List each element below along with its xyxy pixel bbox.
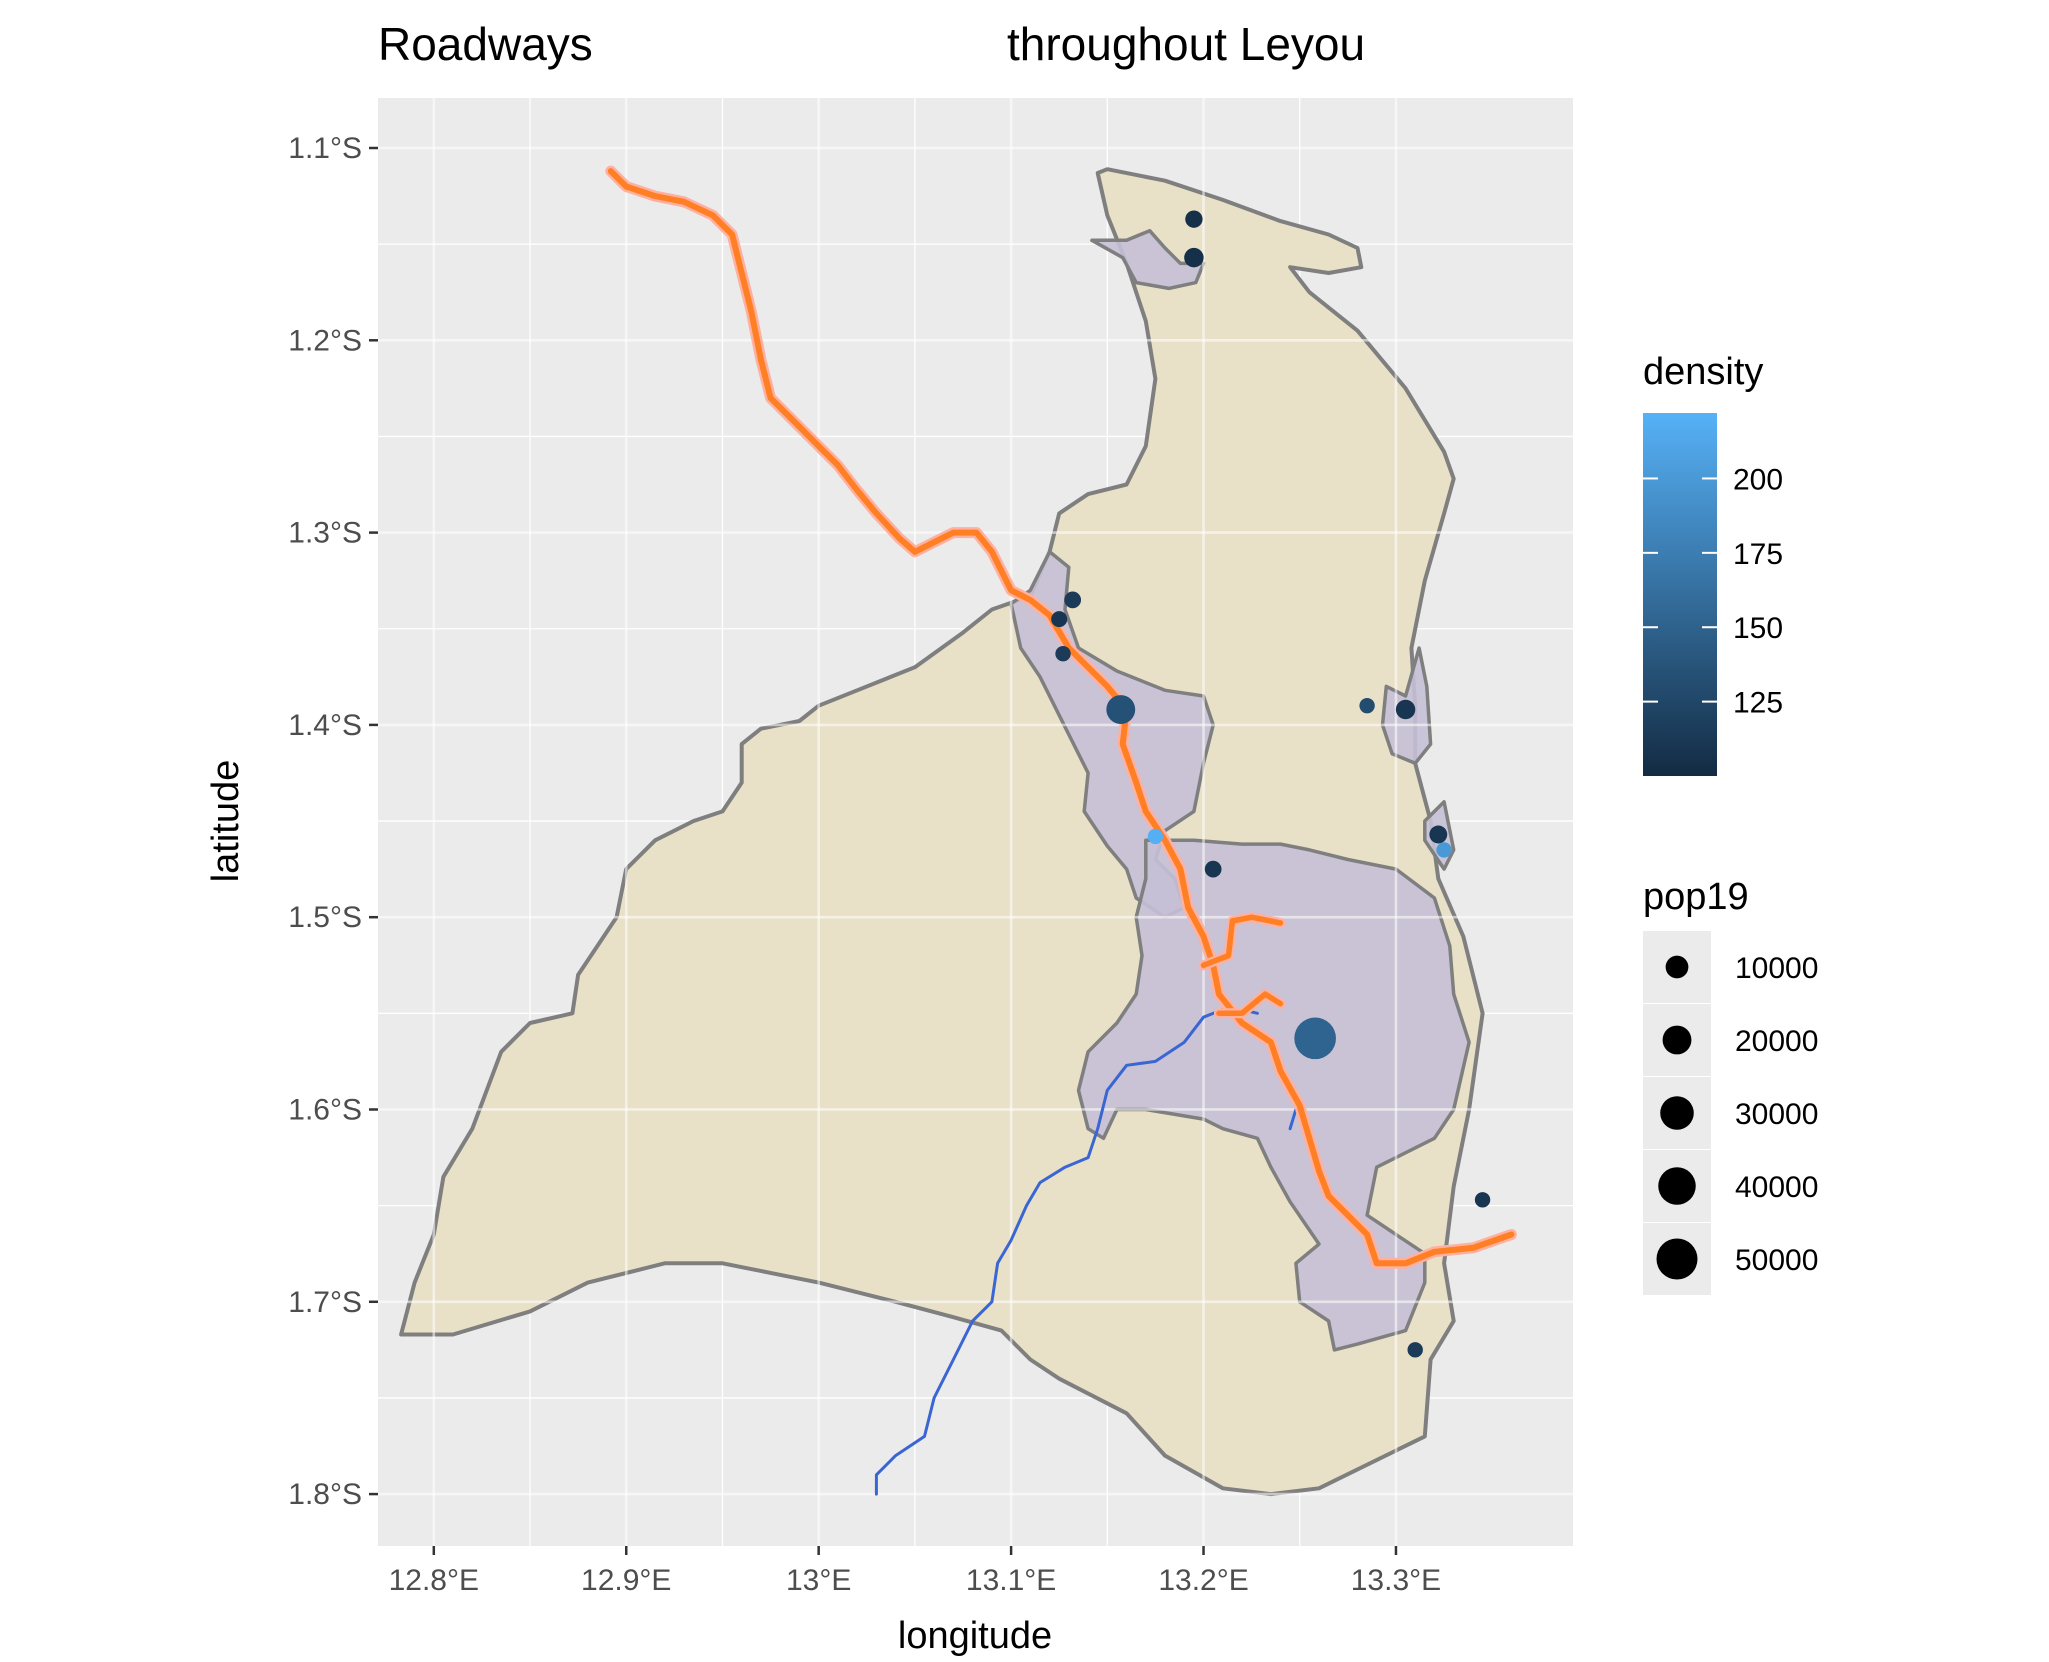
settlement-point [1147, 828, 1164, 845]
pop19-legend-items: 10000 20000 30000 40000 50000 [1643, 931, 1818, 1295]
settlement-point [1436, 842, 1452, 858]
x-tick-label: 13.1°E [966, 1564, 1056, 1597]
pop19-legend-label: 20000 [1735, 1025, 1818, 1058]
district-layer [399, 167, 1485, 1497]
y-tick-label: 1.5°S [288, 901, 362, 934]
y-tick-label: 1.8°S [288, 1478, 362, 1511]
density-tick-label: 200 [1733, 463, 1783, 496]
primary-road-spur [1200, 914, 1284, 969]
district-boundary [399, 167, 1485, 1497]
x-axis-title: longitude [898, 1615, 1052, 1657]
y-tick-label: 1.2°S [288, 324, 362, 357]
y-tick-label: 1.4°S [288, 709, 362, 742]
density-tick-label: 175 [1733, 538, 1783, 571]
settlement-point [1407, 1342, 1423, 1358]
title-left: Roadways [378, 18, 593, 70]
settlement-point [1474, 1192, 1491, 1208]
pop19-legend-label: 50000 [1735, 1244, 1818, 1277]
pop19-legend: pop19 10000 20000 30000 40000 50000 [1643, 876, 1818, 1295]
pop19-legend-symbol [1665, 955, 1689, 979]
y-axis-title: latitude [205, 760, 247, 883]
x-tick-label: 13°E [786, 1564, 851, 1597]
settlement-point [1051, 611, 1068, 628]
settlement-point [1064, 591, 1082, 609]
x-tick-label: 12.9°E [581, 1564, 671, 1597]
x-tick-label: 13.3°E [1351, 1564, 1441, 1597]
primary-road-layer [605, 165, 1517, 1269]
pop19-legend-title: pop19 [1643, 876, 1749, 918]
title-right: throughout Leyou [1007, 18, 1365, 70]
density-tick-label: 150 [1733, 612, 1783, 645]
urban-area [1076, 838, 1471, 1352]
x-axis: 12.8°E 12.9°E 13°E 13.1°E 13.2°E 13.3°E [389, 1546, 1441, 1597]
primary-road [607, 168, 1515, 1267]
grid-major [378, 98, 1573, 1546]
x-tick-label: 12.8°E [389, 1564, 479, 1597]
density-legend: density 125 150 175 200 [1643, 351, 1783, 776]
primary-road-spur [1216, 991, 1284, 1017]
settlement-point [1055, 646, 1071, 662]
secondary-road-spur [1288, 1108, 1298, 1131]
pop19-legend-label: 30000 [1735, 1098, 1818, 1131]
pop19-legend-symbol [1662, 1025, 1692, 1055]
density-colorbar [1643, 413, 1717, 776]
secondary-road [874, 1008, 1225, 1496]
settlement-point [1395, 699, 1416, 720]
pop19-legend-symbol [1658, 1167, 1696, 1205]
plot-panel [378, 98, 1573, 1546]
density-tick-label: 125 [1733, 687, 1783, 720]
y-tick-label: 1.7°S [288, 1286, 362, 1319]
urban-areas-layer [1009, 228, 1471, 1352]
pop19-legend-symbol [1656, 1238, 1698, 1280]
settlement-point [1106, 695, 1136, 724]
pop19-legend-label: 10000 [1735, 952, 1818, 985]
settlement-points-layer [1051, 210, 1491, 1358]
settlement-point [1294, 1017, 1336, 1060]
settlement-point [1185, 210, 1203, 228]
y-tick-label: 1.3°S [288, 517, 362, 550]
y-axis: 1.1°S 1.2°S 1.3°S 1.4°S 1.5°S 1.6°S 1.7°S 1.8°S [288, 132, 378, 1511]
pop19-legend-symbol [1660, 1096, 1694, 1130]
density-legend-title: density [1643, 351, 1763, 393]
y-tick-label: 1.1°S [288, 132, 362, 165]
pop19-legend-label: 40000 [1735, 1171, 1818, 1204]
x-tick-label: 13.2°E [1158, 1564, 1248, 1597]
settlement-point [1204, 860, 1222, 878]
y-tick-label: 1.6°S [288, 1093, 362, 1126]
density-legend-ticks: 125 150 175 200 [1643, 463, 1783, 720]
settlement-point [1184, 247, 1204, 268]
settlement-point [1359, 697, 1375, 714]
settlement-point [1429, 825, 1448, 844]
